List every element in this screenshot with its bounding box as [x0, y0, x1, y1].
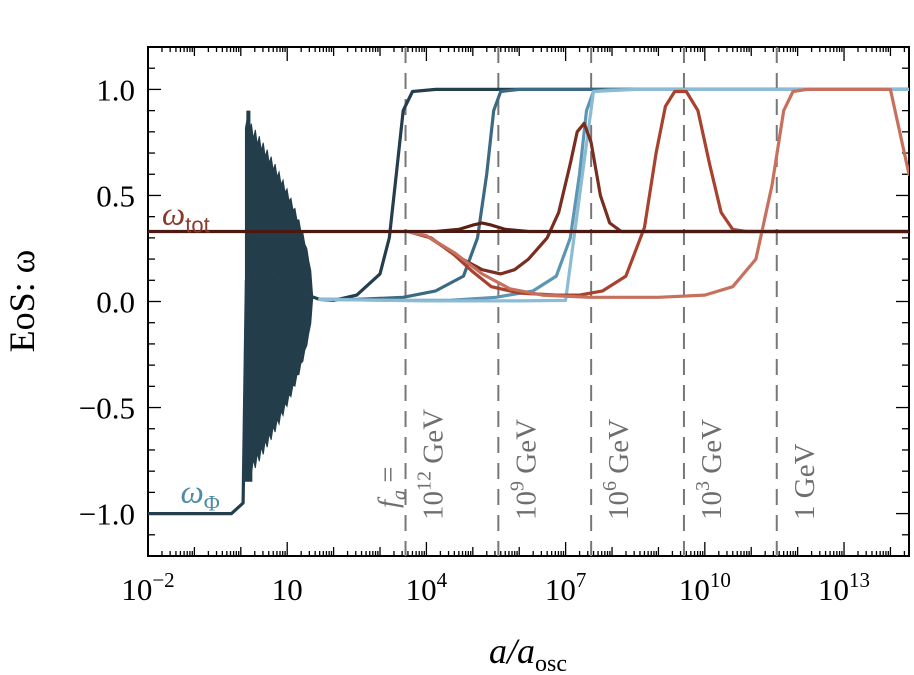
- ticks-layer: [147, 46, 909, 557]
- fa-value-label: 1012 GeV: [414, 409, 450, 520]
- series-line: [406, 121, 909, 276]
- x-tick-label: 104: [406, 568, 448, 607]
- x-tick-label: 107: [545, 568, 587, 607]
- oscillation-band: [244, 117, 314, 481]
- y-tick-label: 0.5: [96, 178, 135, 213]
- fa-value-label: 109 GeV: [506, 419, 542, 520]
- series-line: [406, 87, 909, 299]
- fa-value-label: 1 GeV: [789, 443, 821, 520]
- y-tick-label: 0.0: [96, 285, 135, 320]
- y-tick-label: −1.0: [79, 497, 135, 532]
- omega-phi-label: ωΦ: [180, 474, 219, 515]
- y-axis-title: EoS: ω: [2, 250, 42, 353]
- omega-tot-label: ωtot: [162, 197, 210, 238]
- x-tick-label: 1010: [679, 568, 731, 607]
- plot-layer: [148, 47, 909, 556]
- series-line: [318, 87, 909, 302]
- x-axis-title: a/aosc: [489, 631, 567, 675]
- series-line: [318, 87, 909, 301]
- series-line: [318, 87, 909, 303]
- fa-value-label: 103 GeV: [692, 419, 728, 520]
- x-tick-label: 1013: [818, 568, 870, 607]
- x-tick-label: 10: [272, 572, 303, 607]
- fa-value-label: 106 GeV: [599, 419, 635, 520]
- y-tick-label: −0.5: [79, 391, 135, 426]
- labels-layer: 10−2 10 104 107 1010 1013 1.0 0.5 0.0 −0.5 −1.0 a/a…: [2, 72, 870, 675]
- x-tick-label: 10−2: [121, 568, 174, 607]
- y-tick-label: 1.0: [96, 72, 135, 107]
- series-line: [406, 89, 909, 297]
